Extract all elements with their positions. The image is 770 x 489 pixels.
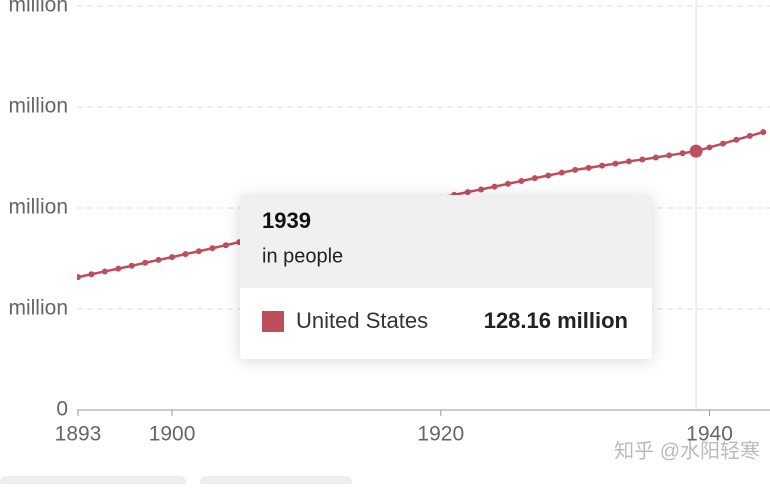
point <box>504 180 511 187</box>
tooltip: 1939 in people United States 128.16 mill… <box>240 195 652 359</box>
point <box>101 268 108 275</box>
point <box>142 259 149 266</box>
point <box>115 265 122 272</box>
x-tick-label: 1920 <box>417 423 464 446</box>
x-tick-label: 1893 <box>55 423 102 446</box>
point <box>518 177 525 184</box>
tooltip-header <box>240 195 652 288</box>
point <box>155 256 162 263</box>
point <box>128 262 135 269</box>
point <box>746 132 753 139</box>
point <box>572 166 579 173</box>
point <box>666 152 673 159</box>
point <box>679 150 686 157</box>
point <box>464 189 471 196</box>
point <box>585 164 592 171</box>
y-tick-label: million <box>8 95 68 118</box>
tooltip-series: United States <box>296 308 428 333</box>
point <box>545 172 552 179</box>
point <box>491 183 498 190</box>
point <box>706 144 713 151</box>
point <box>733 136 740 143</box>
point <box>88 271 95 278</box>
point <box>652 154 659 161</box>
legend-swatch <box>262 311 284 332</box>
x-tick-label: 1940 <box>686 423 733 446</box>
tab <box>0 476 186 489</box>
x-tick-label: 1900 <box>149 423 196 446</box>
watermark: 知乎 @水阳轻寒 <box>614 439 760 462</box>
point <box>639 156 646 163</box>
point <box>531 175 538 182</box>
tooltip-value: 128.16 million <box>484 308 628 333</box>
point <box>195 248 202 255</box>
tab <box>200 476 352 489</box>
y-tick-label: million <box>8 0 68 17</box>
y-tick-label: 0 <box>56 398 68 421</box>
point <box>222 242 229 249</box>
point <box>182 251 189 258</box>
point <box>558 169 565 176</box>
point <box>760 129 767 136</box>
y-tick-label: million <box>8 297 68 320</box>
point <box>599 162 606 169</box>
y-tick-label: million <box>8 196 68 219</box>
point <box>719 140 726 147</box>
highlight-point <box>689 144 703 158</box>
tooltip-subtitle: in people <box>262 245 343 267</box>
point <box>169 254 176 261</box>
point <box>612 160 619 167</box>
point <box>77 274 81 281</box>
point <box>625 158 632 165</box>
point <box>209 245 216 252</box>
point <box>478 186 485 193</box>
tooltip-title: 1939 <box>262 208 311 233</box>
